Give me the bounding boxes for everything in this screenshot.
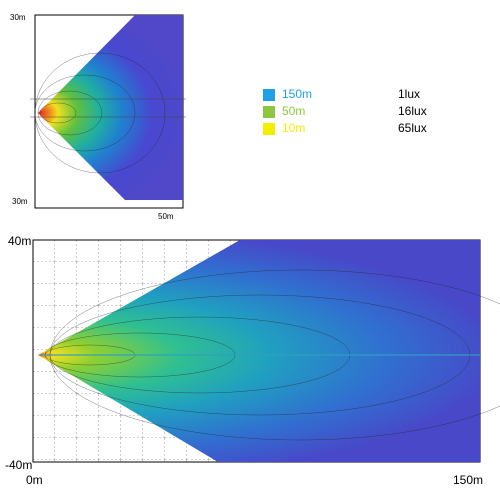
y-top-label: 40m	[8, 234, 31, 248]
legend-lux: 65lux	[398, 121, 427, 135]
legend-swatch	[263, 123, 275, 135]
legend-distance: 50m	[282, 104, 305, 118]
legend-lux: 16lux	[398, 104, 427, 118]
x-label: 50m	[158, 212, 174, 221]
top-beam	[38, 15, 183, 200]
legend-distance: 10m	[282, 121, 305, 135]
legend-lux: 1lux	[398, 87, 420, 101]
legend: 150m 1lux 50m 16lux 10m 65lux	[263, 87, 427, 135]
bottom-plot: 40m -40m 0m 150m	[5, 234, 500, 487]
legend-distance: 150m	[282, 87, 312, 101]
y-bottom-label: -40m	[5, 458, 32, 472]
x-left-label: 0m	[26, 473, 43, 487]
top-contours	[34, 52, 166, 174]
top-plot: 30m 30m 50m	[10, 13, 186, 221]
legend-swatch	[263, 89, 275, 101]
y-top-label: 30m	[10, 13, 26, 22]
legend-swatch	[263, 106, 275, 118]
x-right-label: 150m	[453, 473, 483, 487]
y-bottom-label: 30m	[12, 197, 28, 206]
